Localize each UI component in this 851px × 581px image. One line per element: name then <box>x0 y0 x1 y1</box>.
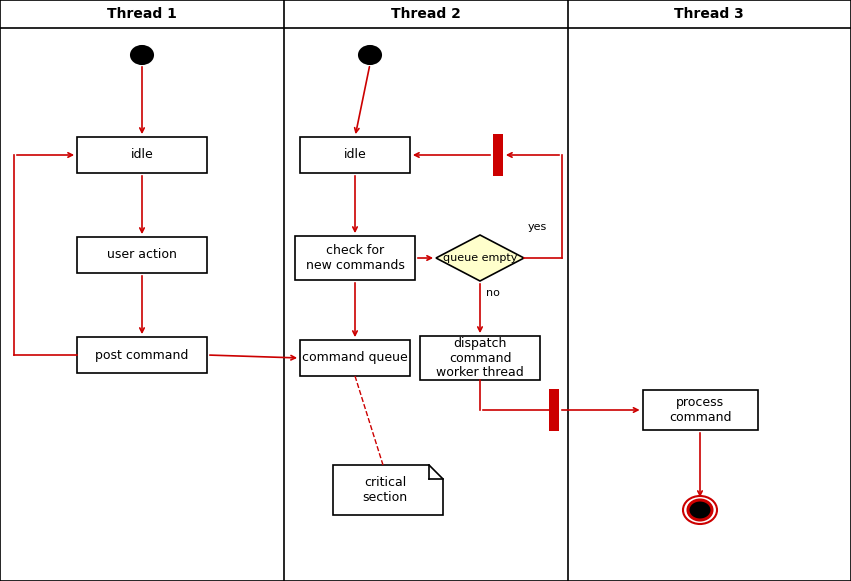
Text: Thread 3: Thread 3 <box>674 7 744 21</box>
Text: command queue: command queue <box>302 352 408 364</box>
Bar <box>77 337 207 373</box>
Text: idle: idle <box>344 149 367 162</box>
Text: Thread 1: Thread 1 <box>107 7 177 21</box>
Polygon shape <box>333 465 443 515</box>
Text: Thread 2: Thread 2 <box>391 7 461 21</box>
Ellipse shape <box>131 46 153 64</box>
Text: check for
new commands: check for new commands <box>306 244 404 272</box>
Text: post command: post command <box>95 349 189 361</box>
Text: no: no <box>486 288 500 298</box>
Text: queue empty: queue empty <box>443 253 517 263</box>
Text: dispatch
command
worker thread: dispatch command worker thread <box>436 336 524 379</box>
Ellipse shape <box>688 500 712 520</box>
Bar <box>77 237 207 273</box>
Bar <box>77 137 207 173</box>
Bar <box>295 236 415 280</box>
Text: user action: user action <box>107 249 177 261</box>
Bar <box>300 137 410 173</box>
Text: yes: yes <box>528 222 547 232</box>
Bar <box>643 390 757 430</box>
Bar <box>300 340 410 376</box>
Text: process
command: process command <box>669 396 731 424</box>
Text: idle: idle <box>130 149 153 162</box>
Bar <box>549 389 559 431</box>
Bar <box>493 134 503 176</box>
Text: critical
section: critical section <box>363 476 408 504</box>
Bar <box>420 336 540 380</box>
Ellipse shape <box>359 46 381 64</box>
Polygon shape <box>436 235 524 281</box>
